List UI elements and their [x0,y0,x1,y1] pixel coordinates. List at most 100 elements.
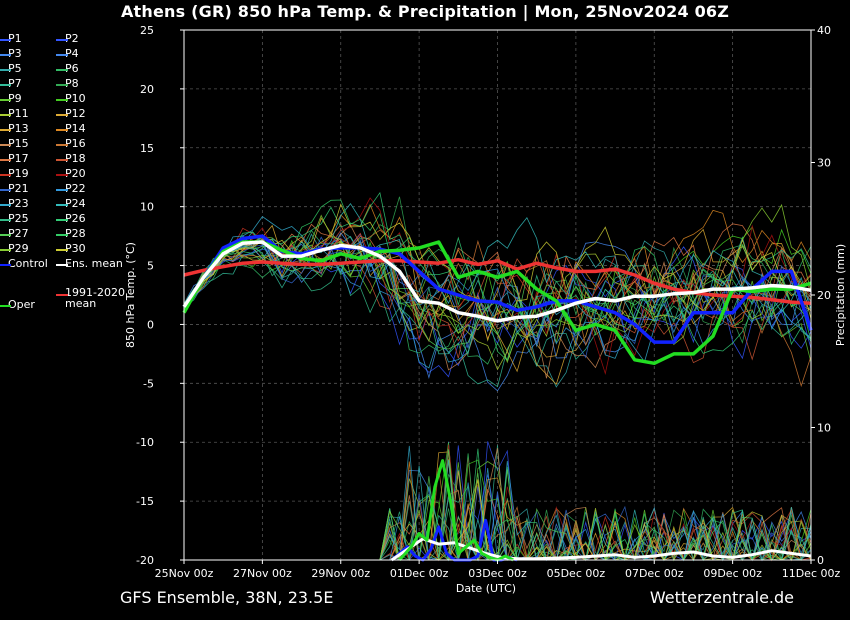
member-line [183,226,812,330]
legend-label: P13 [8,122,29,135]
legend-item: Oper [0,298,35,311]
precip-oper [398,459,514,562]
y2-tick-label: 10 [817,422,831,435]
legend-item: P12 [56,107,86,120]
legend-swatch [0,249,11,251]
legend-item: P8 [56,77,79,90]
legend-label: P17 [8,152,29,165]
y-tick-label: 10 [140,201,154,214]
x-axis-ticks: 25Nov 00z 27Nov 00z 29Nov 00z 01Dec 00z 03De… [155,560,841,580]
y-tick-label: 0 [147,318,154,331]
legend-swatch [56,84,68,86]
member-line [183,236,812,359]
legend-label: 1991-2020 mean [65,286,125,310]
legend-label: P18 [65,152,86,165]
legend-item: P27 [0,227,29,240]
highlight-lines [182,234,813,562]
legend-swatch [0,305,11,307]
legend-swatch [56,99,68,101]
x-tick-label: 25Nov 00z [155,567,214,580]
legend-item: P22 [56,182,86,195]
legend-item: P26 [56,212,86,225]
y-axis-label: 850 hPa Temp. (°C) [124,242,137,348]
y2-tick-label: 20 [817,289,831,302]
legend-swatch [56,129,68,131]
legend-item: P15 [0,137,29,150]
right-axis-ticks: 40 30 20 10 0 [811,24,831,567]
legend-item: P3 [0,47,22,60]
legend-label: P19 [8,167,29,180]
legend-item: P11 [0,107,29,120]
legend-label: P10 [65,92,86,105]
x-tick-label: 11Dec 00z [782,567,841,580]
legend-label: P14 [65,122,86,135]
legend-item: Control [0,257,48,270]
footer-model-info: GFS Ensemble, 38N, 23.5E [120,588,334,607]
legend-item: Ens. mean [56,257,123,270]
x-tick-label: 27Nov 00z [233,567,292,580]
legend-label: P30 [65,242,86,255]
legend-item: P30 [56,242,86,255]
x-tick-label: 29Nov 00z [311,567,370,580]
member-line [183,229,812,388]
legend-label: P7 [8,77,22,90]
legend-label: P2 [65,32,79,45]
left-axis-ticks: 25 20 15 10 5 0 -5 -10 -15 -20 [136,24,184,567]
chart-title: Athens (GR) 850 hPa Temp. & Precipitatio… [120,2,730,21]
legend-item: P13 [0,122,29,135]
legend-label: P24 [65,197,86,210]
legend-label: P11 [8,107,29,120]
legend-label: P1 [8,32,22,45]
legend-label: Control [8,257,48,270]
legend-swatch [56,159,68,161]
member-line [183,203,812,342]
x-tick-label: 03Dec 00z [468,567,527,580]
footer-site-name: Wetterzentrale.de [649,588,794,607]
y-tick-label: 20 [140,83,154,96]
legend-label: P22 [65,182,86,195]
legend-swatch [56,264,68,266]
legend-item: P21 [0,182,29,195]
y-tick-label: -10 [136,436,154,449]
y-tick-label: 15 [140,142,154,155]
legend-item: P7 [0,77,22,90]
legend-item: P29 [0,242,29,255]
legend-label: P8 [65,77,79,90]
legend-label: P3 [8,47,22,60]
legend-swatch [0,204,11,206]
legend-swatch [0,69,11,71]
legend-swatch [0,189,11,191]
legend-swatch [0,144,11,146]
legend-label: P27 [8,227,29,240]
legend-label: P9 [8,92,22,105]
legend-swatch [0,159,11,161]
legend-swatch [56,144,68,146]
legend-item: P4 [56,47,79,60]
legend-swatch [56,234,68,236]
y-tick-label: -20 [136,554,154,567]
legend-label: P29 [8,242,29,255]
y2-tick-label: 30 [817,157,831,170]
series-ens-mean [182,240,812,323]
y-tick-label: -15 [136,495,154,508]
legend-swatch [56,174,68,176]
legend-label: P20 [65,167,86,180]
y-tick-label: 5 [147,260,154,273]
legend-item: P23 [0,197,29,210]
legend-swatch [0,114,11,116]
legend-item: P28 [56,227,86,240]
legend-item: P20 [56,167,86,180]
legend-item: P19 [0,167,29,180]
legend-label: P25 [8,212,29,225]
legend-swatch [0,129,11,131]
legend-item: P10 [56,92,86,105]
legend-label: P16 [65,137,86,150]
legend-swatch [0,264,11,266]
legend-item: P14 [56,122,86,135]
legend-swatch [56,204,68,206]
legend-label: P21 [8,182,29,195]
series-oper [182,240,812,366]
legend-swatch [0,84,11,86]
legend-swatch [56,294,68,296]
